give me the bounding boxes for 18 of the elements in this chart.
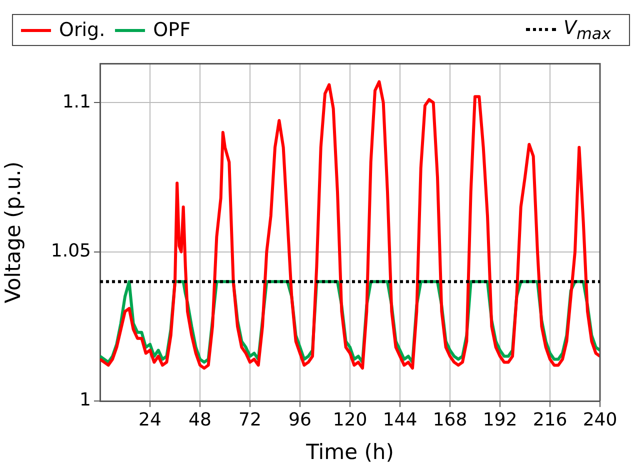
y-tick-label: 1 — [80, 390, 91, 411]
legend-label: Orig. — [59, 19, 106, 41]
x-tick-label: 96 — [288, 409, 312, 430]
x-axis-title: Time (h) — [305, 440, 394, 464]
legend-label: V$_{max}$ — [564, 17, 611, 43]
x-tick-label: 192 — [482, 409, 518, 430]
x-tick-label: 120 — [332, 409, 368, 430]
y-axis-title: Voltage (p.u.) — [1, 161, 26, 304]
x-tick-label: 72 — [238, 409, 262, 430]
x-tick-label: 48 — [188, 409, 212, 430]
x-tick-label: 216 — [532, 409, 568, 430]
x-tick-label: 24 — [138, 409, 162, 430]
x-tick-label: 240 — [582, 409, 618, 430]
x-tick-label: 168 — [432, 409, 468, 430]
y-tick-label: 1.1 — [62, 91, 91, 112]
legend-label: OPF — [153, 19, 190, 41]
x-tick-label: 144 — [382, 409, 418, 430]
y-tick-label: 1.05 — [50, 240, 91, 262]
